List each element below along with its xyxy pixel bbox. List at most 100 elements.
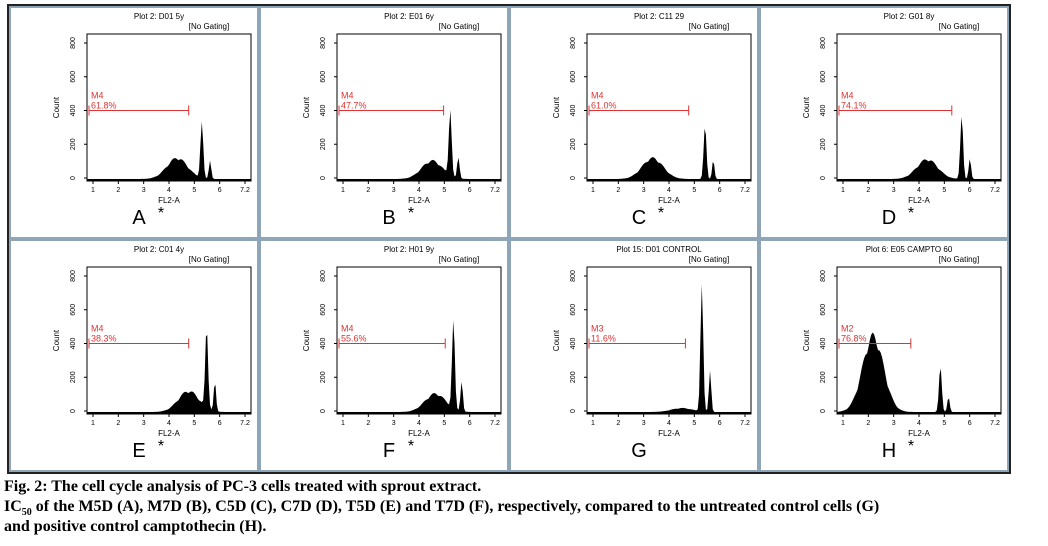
panel-border <box>9 6 259 239</box>
x-tick-label: 1 <box>591 187 595 194</box>
panel-border <box>259 6 509 239</box>
marker-name: M4 <box>341 90 354 100</box>
histogram <box>587 128 751 181</box>
x-axis-label: FL2-A <box>158 429 180 438</box>
y-tick-label: 400 <box>570 105 577 117</box>
plot-title: Plot 15: D01 CONTROL <box>616 245 702 254</box>
histogram <box>837 332 1001 414</box>
x-tick-label: 4 <box>167 420 171 427</box>
y-tick-label: 0 <box>320 409 327 413</box>
x-tick-label: 7.2 <box>490 187 500 194</box>
y-tick-label: 0 <box>820 176 827 180</box>
panel-border <box>9 239 259 472</box>
y-tick-label: 200 <box>70 371 77 383</box>
plot-title: Plot 2: H01 9y <box>384 245 434 254</box>
y-tick-label: 200 <box>570 371 577 383</box>
x-tick-label: 4 <box>917 187 921 194</box>
x-tick-label: 4 <box>917 420 921 427</box>
x-tick-label: 3 <box>392 420 396 427</box>
gating: [No Gating] <box>689 22 729 31</box>
x-tick-label: 3 <box>642 187 646 194</box>
histogram <box>587 284 751 414</box>
caption-line: Fig. 2: The cell cycle analysis of PC-3 … <box>4 478 482 495</box>
x-tick-label: 7.2 <box>240 187 250 194</box>
y-tick-label: 600 <box>70 71 77 83</box>
plot-title: Plot 2: C01 4y <box>134 245 184 254</box>
x-tick-label: 3 <box>392 187 396 194</box>
y-tick-label: 800 <box>820 270 827 282</box>
histogram <box>837 116 1001 181</box>
histogram <box>87 121 251 181</box>
x-axis-label: FL2-A <box>658 196 680 205</box>
y-tick-label: 0 <box>70 176 77 180</box>
panel-letter: E <box>132 440 145 462</box>
x-axis-label: FL2-A <box>408 429 430 438</box>
x-axis-label: FL2-A <box>158 196 180 205</box>
gating: [No Gating] <box>189 255 229 264</box>
marker-percent: 55.6% <box>341 333 367 343</box>
x-tick-label: 2 <box>616 187 620 194</box>
x-tick-label: 3 <box>142 420 146 427</box>
y-tick-label: 200 <box>70 138 77 150</box>
x-tick-label: 5 <box>692 187 696 194</box>
significance-star: * <box>908 438 914 455</box>
x-tick-label: 2 <box>866 420 870 427</box>
x-tick-label: 1 <box>341 420 345 427</box>
panel-letter: D <box>882 207 896 229</box>
significance-star: * <box>658 205 664 222</box>
x-tick-label: 5 <box>942 187 946 194</box>
y-tick-label: 800 <box>570 37 577 49</box>
gating: [No Gating] <box>439 22 479 31</box>
x-tick-label: 1 <box>841 187 845 194</box>
panel-letter: H <box>882 440 896 462</box>
panel-letter: A <box>132 207 146 229</box>
x-tick-label: 6 <box>718 187 722 194</box>
y-tick-label: 800 <box>570 270 577 282</box>
y-tick-label: 200 <box>820 371 827 383</box>
gating: [No Gating] <box>939 22 979 31</box>
x-tick-label: 3 <box>642 420 646 427</box>
x-tick-label: 6 <box>218 187 222 194</box>
caption-sub: 50 <box>21 507 32 519</box>
y-tick-label: 600 <box>820 304 827 316</box>
significance-star: * <box>408 205 414 222</box>
x-tick-label: 2 <box>116 420 120 427</box>
marker-percent: 74.1% <box>841 100 867 110</box>
x-tick-label: 6 <box>968 187 972 194</box>
y-tick-label: 600 <box>570 304 577 316</box>
marker-percent: 61.8% <box>91 100 117 110</box>
x-tick-label: 7.2 <box>740 420 750 427</box>
x-tick-label: 5 <box>192 187 196 194</box>
plot-title: Plot 6: E05 CAMPTO 60 <box>866 245 953 254</box>
plot-title: Plot 2: E01 6y <box>384 12 434 21</box>
panel-letter: C <box>632 207 646 229</box>
marker-percent: 61.0% <box>591 100 617 110</box>
panel-border <box>509 239 759 472</box>
y-axis-label: Count <box>52 329 61 351</box>
y-axis-label: Count <box>52 96 61 118</box>
y-axis-label: Count <box>302 329 311 351</box>
histogram <box>337 109 501 181</box>
x-tick-label: 7.2 <box>990 420 1000 427</box>
x-tick-label: 2 <box>366 420 370 427</box>
x-tick-label: 1 <box>591 420 595 427</box>
x-tick-label: 3 <box>142 187 146 194</box>
y-axis-label: Count <box>802 96 811 118</box>
y-axis-label: Count <box>552 329 561 351</box>
y-tick-label: 200 <box>320 371 327 383</box>
x-tick-label: 1 <box>91 187 95 194</box>
x-tick-label: 2 <box>866 187 870 194</box>
y-tick-label: 400 <box>570 338 577 350</box>
y-tick-label: 200 <box>820 138 827 150</box>
y-tick-label: 400 <box>820 338 827 350</box>
x-tick-label: 3 <box>892 420 896 427</box>
caption-ic: IC <box>4 498 22 515</box>
marker-name: M4 <box>91 323 104 333</box>
figure-border <box>7 4 1011 474</box>
marker-percent: 47.7% <box>341 100 367 110</box>
panel-letter: B <box>382 207 395 229</box>
y-tick-label: 600 <box>70 304 77 316</box>
caption-line: and positive control camptothecin (H). <box>4 518 267 535</box>
y-tick-label: 0 <box>570 409 577 413</box>
y-tick-label: 200 <box>570 138 577 150</box>
